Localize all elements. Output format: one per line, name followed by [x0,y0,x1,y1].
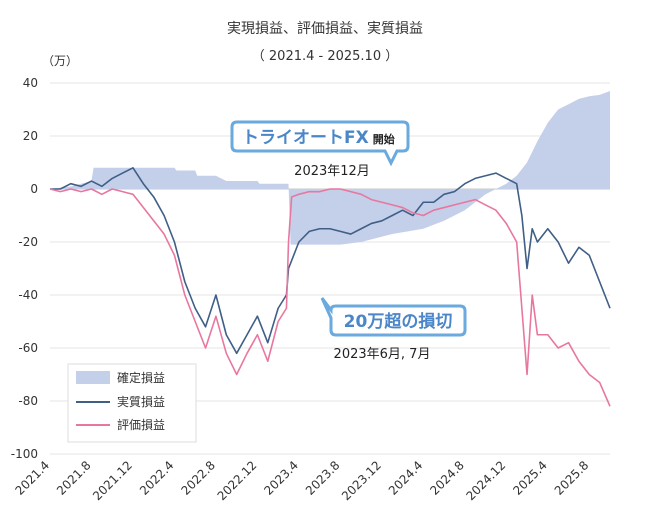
callout-2-text: 20万超の損切 [344,311,453,332]
series-line-unrealized [49,188,611,407]
y-unit-label: （万） [42,54,78,68]
annotation-stop-loss: 20万超の損切 2023年6月, 7月 [320,297,467,362]
callout-box-2 [320,297,467,337]
x-tick-label: 2025.4 [510,458,550,498]
x-tick-label: 2022.4 [137,458,177,498]
callout-1-main: トライオートFX [242,128,369,148]
chart-title: 実現損益、評価損益、実質損益 [227,21,423,37]
callout-box-1 [230,120,410,167]
x-tick-label: 2021.4 [13,458,53,498]
x-tick-label: 2021.8 [54,458,94,498]
annotation-2-label: 2023年6月, 7月 [334,347,431,362]
callout-1-suffix: 開始 [373,132,395,146]
y-tick-label: -20 [18,235,38,249]
x-tick-label: 2023.12 [339,458,384,503]
legend-swatch-realized [76,371,110,384]
annotation-1-label: 2023年12月 [294,164,370,179]
legend: 確定損益 実質損益 評価損益 [67,363,197,443]
x-tick-label: 2025.8 [552,458,592,498]
x-tick-label: 2022.8 [178,458,218,498]
series-layer [49,90,611,407]
callout-1-text: トライオートFX 開始 [242,128,395,148]
x-tick-label: 2022.12 [215,458,260,503]
y-tick-label: 0 [30,182,38,196]
x-tick-label: 2021.12 [90,458,135,503]
y-tick-label: 40 [23,76,38,90]
y-tick-label: -40 [18,288,38,302]
y-tick-label: -100 [11,447,38,461]
y-tick-label: 20 [23,129,38,143]
series-area-realized [50,90,610,245]
x-tick-label: 2024.12 [463,458,508,503]
x-tick-label: 2023.8 [303,458,343,498]
x-tick-label: 2023.4 [261,458,301,498]
legend-label-unrealized: 評価損益 [117,417,165,432]
y-tick-label: -60 [18,341,38,355]
annotation-trade-start: トライオートFX 開始 2023年12月 [230,120,410,179]
chart-subtitle: （ 2021.4 - 2025.10 ） [252,49,398,64]
series-line-real [50,167,611,355]
x-tick-label: 2024.4 [386,458,426,498]
legend-label-real: 実質損益 [117,394,165,409]
y-axis-ticks: 40 20 0 -20 -40 -60 -80 -100 [11,76,38,461]
legend-label-realized: 確定損益 [117,370,165,385]
y-tick-label: -80 [18,394,38,408]
x-tick-label: 2024.8 [427,458,467,498]
